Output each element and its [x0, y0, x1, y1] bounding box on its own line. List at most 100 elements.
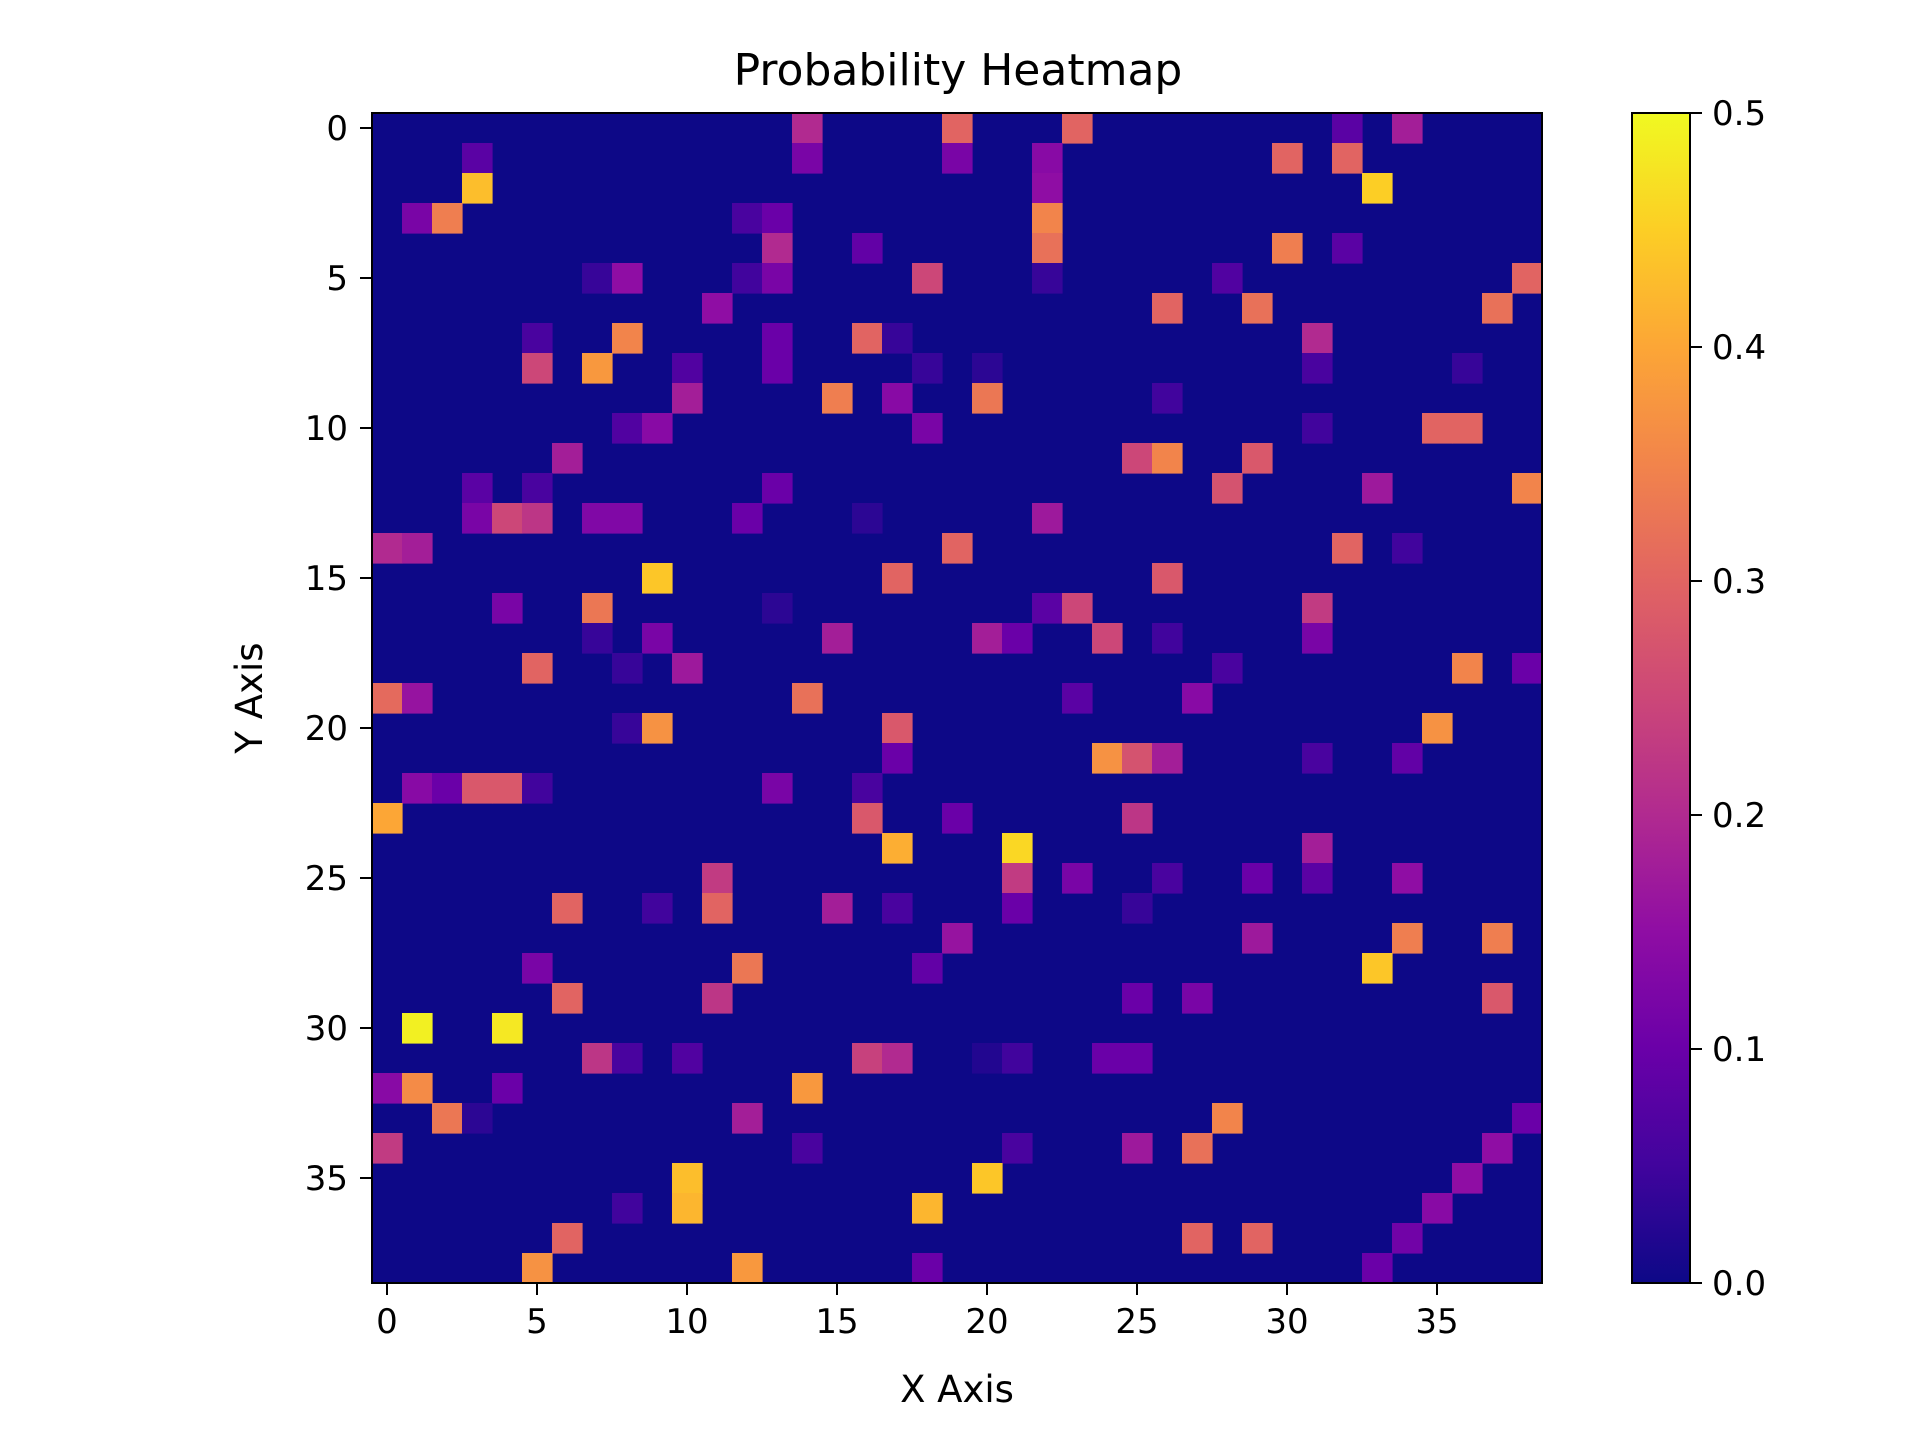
heatmap-cell — [612, 413, 643, 444]
heatmap-cell — [522, 473, 553, 504]
heatmap-cell — [1302, 593, 1333, 624]
heatmap-cell — [1032, 173, 1063, 204]
colorbar-tick-label: 0.0 — [1712, 1264, 1766, 1304]
heatmap-cell — [1362, 953, 1393, 984]
heatmap-cell — [612, 263, 643, 294]
heatmap-cell — [1122, 983, 1153, 1014]
x-tick-label: 25 — [1115, 1302, 1158, 1342]
heatmap-cell — [942, 923, 973, 954]
heatmap-cell — [1302, 323, 1333, 354]
heatmap-cell — [882, 743, 913, 774]
heatmap-cell — [882, 323, 913, 354]
heatmap-cell — [1392, 743, 1423, 774]
heatmap-cell — [1452, 1163, 1483, 1194]
heatmap-cell — [1272, 233, 1303, 264]
heatmap-cell — [1512, 263, 1543, 294]
heatmap-cell — [1122, 1043, 1153, 1074]
heatmap-cell — [522, 653, 553, 684]
heatmap-cell — [642, 893, 673, 924]
heatmap-cell — [1182, 983, 1213, 1014]
heatmap-cell — [1032, 203, 1063, 234]
colorbar-tick-label: 0.4 — [1712, 328, 1766, 368]
heatmap-cell — [1032, 263, 1063, 294]
heatmap-cell — [522, 353, 553, 384]
heatmap-cell — [642, 413, 673, 444]
colorbar-tick-label: 0.1 — [1712, 1030, 1766, 1070]
heatmap-cell — [582, 1043, 613, 1074]
y-tick-label: 35 — [305, 1159, 348, 1199]
heatmap-cell — [1092, 743, 1123, 774]
x-tick-label: 0 — [376, 1302, 398, 1342]
heatmap-cell — [672, 383, 703, 414]
heatmap-cell — [582, 503, 613, 534]
heatmap-cell — [1302, 743, 1333, 774]
heatmap-cell — [1302, 353, 1333, 384]
colorbar-tick-label: 0.5 — [1712, 94, 1766, 134]
heatmap-cell — [1242, 1223, 1273, 1254]
heatmap-cell — [1122, 893, 1153, 924]
heatmap-cell — [612, 503, 643, 534]
heatmap-cell — [372, 683, 403, 714]
heatmap-cell — [852, 233, 883, 264]
heatmap-cell — [972, 1163, 1003, 1194]
heatmap-cell — [1302, 833, 1333, 864]
heatmap-cell — [462, 143, 493, 174]
heatmap-cell — [522, 323, 553, 354]
heatmap-cell — [792, 1073, 823, 1104]
heatmap-cell — [372, 1073, 403, 1104]
heatmap-cell — [912, 413, 943, 444]
heatmap-cell — [1212, 263, 1243, 294]
heatmap-cell — [1362, 473, 1393, 504]
x-tick-label: 35 — [1415, 1302, 1458, 1342]
heatmap-cell — [1422, 1193, 1453, 1224]
x-axis-ticks: 0 5 10 15 20 25 30 35 — [376, 1283, 1459, 1342]
heatmap-cell — [1362, 1253, 1393, 1284]
heatmap-cell — [732, 1253, 763, 1284]
heatmap-cell — [1152, 563, 1183, 594]
heatmap-cell — [672, 1193, 703, 1224]
heatmap-cell — [1152, 293, 1183, 324]
heatmap-cell — [1482, 1133, 1513, 1164]
heatmap-cell — [912, 353, 943, 384]
heatmap-cell — [522, 1253, 553, 1284]
heatmap-cell — [732, 503, 763, 534]
heatmap-cell — [702, 983, 733, 1014]
heatmap-cell — [402, 533, 433, 564]
y-tick-label: 10 — [305, 409, 348, 449]
heatmap-cell — [1452, 653, 1483, 684]
heatmap-cell — [762, 323, 793, 354]
heatmap-cell — [582, 623, 613, 654]
heatmap-cell — [462, 503, 493, 534]
heatmap-cell — [582, 263, 613, 294]
heatmap-cell — [1302, 863, 1333, 894]
heatmap-cell — [732, 1103, 763, 1134]
heatmap-cell — [792, 113, 823, 144]
heatmap-cell — [642, 623, 673, 654]
heatmap-cell — [612, 653, 643, 684]
heatmap-cell — [672, 653, 703, 684]
heatmap-cell — [882, 713, 913, 744]
heatmap-cell — [552, 1223, 583, 1254]
x-tick-label: 5 — [526, 1302, 548, 1342]
heatmap-cell — [552, 443, 583, 474]
heatmap-cell — [1122, 443, 1153, 474]
y-tick-label: 5 — [326, 259, 348, 299]
y-tick-label: 20 — [305, 709, 348, 749]
heatmap-cell — [882, 893, 913, 924]
heatmap-cell — [1242, 923, 1273, 954]
heatmap-cell — [1122, 743, 1153, 774]
heatmap-cell — [762, 203, 793, 234]
heatmap-cell — [1422, 413, 1453, 444]
heatmap-cell — [1452, 413, 1483, 444]
heatmap-cell — [492, 1073, 523, 1104]
heatmap-cell — [1332, 233, 1363, 264]
heatmap-cell — [1092, 623, 1123, 654]
heatmap-cell — [432, 1103, 463, 1134]
heatmap-cell — [1032, 503, 1063, 534]
heatmap-cell — [1032, 593, 1063, 624]
y-tick-label: 30 — [305, 1009, 348, 1049]
heatmap-cell — [522, 773, 553, 804]
heatmap-cell — [1092, 1043, 1123, 1074]
heatmap-cell — [732, 953, 763, 984]
y-tick-label: 15 — [305, 559, 348, 599]
